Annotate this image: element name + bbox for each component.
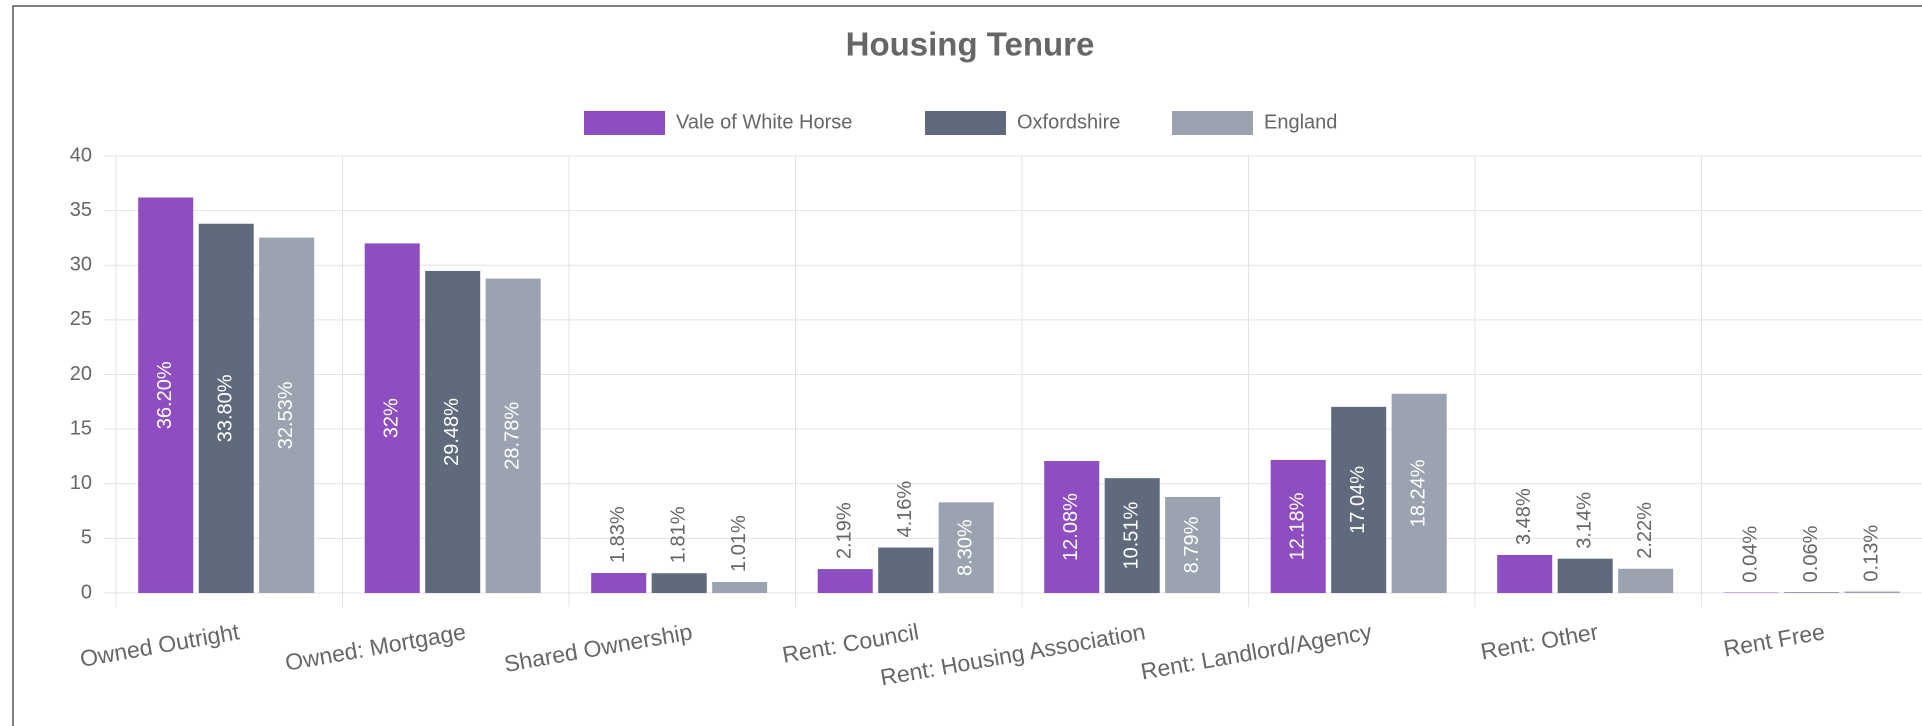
bar bbox=[1784, 592, 1840, 593]
legend-swatch bbox=[584, 111, 665, 135]
bar bbox=[259, 237, 315, 594]
bar bbox=[138, 197, 194, 593]
bar bbox=[485, 278, 541, 593]
value-label: 1.01% bbox=[728, 515, 750, 572]
y-tick-label: 10 bbox=[70, 472, 92, 494]
bar bbox=[1165, 496, 1221, 593]
value-label: 4.16% bbox=[894, 481, 916, 538]
bar bbox=[1557, 558, 1613, 593]
value-label: 1.81% bbox=[667, 506, 689, 563]
bar bbox=[198, 223, 254, 594]
bar bbox=[878, 547, 934, 593]
value-label: 36.20% bbox=[154, 361, 176, 429]
y-tick-label: 30 bbox=[70, 254, 92, 276]
bar bbox=[1104, 478, 1160, 593]
y-tick-label: 20 bbox=[70, 363, 92, 385]
legend-swatch bbox=[1172, 111, 1253, 135]
y-tick-label: 5 bbox=[81, 527, 92, 549]
value-label: 3.48% bbox=[1513, 488, 1535, 545]
value-label: 17.04% bbox=[1347, 466, 1369, 534]
value-label: 10.51% bbox=[1120, 501, 1142, 569]
value-label: 12.18% bbox=[1286, 492, 1308, 560]
bar bbox=[1044, 461, 1100, 593]
y-tick-label: 35 bbox=[70, 199, 92, 221]
bar bbox=[712, 581, 768, 593]
value-label: 29.48% bbox=[441, 398, 463, 466]
legend-label: England bbox=[1264, 111, 1337, 133]
value-label: 1.83% bbox=[607, 506, 629, 563]
legend-swatch bbox=[925, 111, 1006, 135]
y-tick-label: 40 bbox=[70, 144, 92, 166]
value-label: 28.78% bbox=[501, 402, 523, 470]
value-label: 8.30% bbox=[954, 519, 976, 576]
bar bbox=[817, 569, 873, 593]
value-label: 32% bbox=[380, 398, 402, 438]
value-label: 0.04% bbox=[1739, 526, 1761, 583]
bar bbox=[425, 270, 481, 593]
value-label: 33.80% bbox=[214, 374, 236, 442]
y-tick-label: 0 bbox=[81, 581, 92, 603]
bar bbox=[1391, 393, 1447, 593]
value-label: 32.53% bbox=[275, 381, 297, 449]
value-label: 3.14% bbox=[1573, 492, 1595, 549]
y-tick-label: 15 bbox=[70, 417, 92, 439]
value-label: 0.06% bbox=[1800, 525, 1822, 582]
value-label: 2.22% bbox=[1634, 502, 1656, 559]
bar bbox=[1844, 591, 1900, 593]
bar bbox=[364, 243, 420, 593]
bar bbox=[1618, 568, 1674, 593]
legend-label: Vale of White Horse bbox=[676, 111, 852, 133]
y-tick-label: 25 bbox=[70, 308, 92, 330]
bar bbox=[591, 573, 647, 593]
bar bbox=[938, 502, 994, 593]
value-label: 8.79% bbox=[1181, 516, 1203, 573]
bar bbox=[1270, 459, 1326, 593]
bar bbox=[651, 573, 707, 593]
value-label: 2.19% bbox=[833, 502, 855, 559]
bar bbox=[1331, 406, 1387, 593]
chart-title: Housing Tenure bbox=[846, 26, 1095, 63]
value-label: 18.24% bbox=[1407, 459, 1429, 527]
legend-label: Oxfordshire bbox=[1017, 111, 1120, 133]
bar bbox=[1497, 554, 1553, 593]
value-label: 0.13% bbox=[1860, 525, 1882, 582]
value-label: 12.08% bbox=[1060, 493, 1082, 561]
